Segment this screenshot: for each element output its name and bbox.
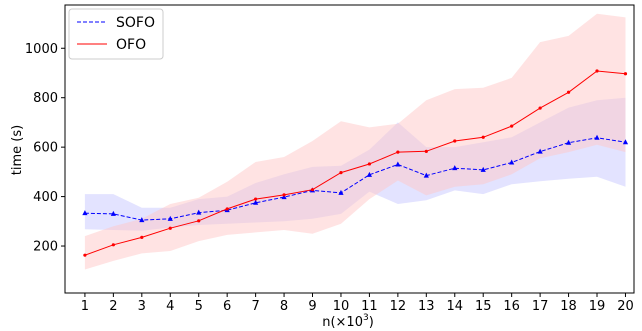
x-tick-label: 2 bbox=[109, 299, 117, 314]
point-ofo bbox=[367, 162, 372, 166]
point-sofo bbox=[622, 139, 629, 145]
point-ofo bbox=[339, 171, 343, 175]
legend-label-sofo: SOFO bbox=[116, 15, 155, 31]
legend: SOFO OFO bbox=[68, 8, 164, 60]
point-sofo bbox=[253, 199, 259, 205]
point-ofo bbox=[538, 106, 542, 110]
x-tick-label: 11 bbox=[361, 299, 378, 314]
point-sofo bbox=[452, 165, 458, 171]
point-sofo bbox=[366, 171, 373, 177]
y-tick-label: 400 bbox=[33, 190, 58, 205]
point-sofo bbox=[196, 209, 202, 215]
point-ofo bbox=[83, 253, 87, 257]
x-axis-ticks: 1 2 3 4 5 6 7 8 9 10 11 12 13 14 15 16 17 18 19 20 bbox=[81, 293, 634, 314]
x-tick-label: 19 bbox=[589, 299, 606, 314]
point-ofo bbox=[197, 219, 201, 223]
confidence-bands bbox=[84, 13, 626, 270]
x-tick-label: 18 bbox=[560, 299, 577, 314]
y-tick-label: 800 bbox=[33, 91, 58, 106]
point-ofo bbox=[168, 226, 172, 230]
point-sofo bbox=[82, 210, 88, 216]
point-ofo bbox=[453, 139, 457, 143]
point-ofo bbox=[566, 90, 571, 94]
legend-label-ofo: OFO bbox=[116, 37, 146, 53]
y-axis-ticks: 200 400 600 800 1000 bbox=[25, 42, 65, 255]
point-ofo bbox=[595, 69, 599, 73]
point-ofo bbox=[225, 207, 229, 211]
point-sofo bbox=[537, 148, 543, 154]
x-tick-label: 10 bbox=[333, 299, 350, 314]
point-ofo bbox=[424, 149, 428, 153]
series-markers bbox=[82, 69, 629, 257]
point-sofo bbox=[338, 189, 344, 195]
x-tick-label: 6 bbox=[223, 299, 231, 314]
line-ofo bbox=[84, 70, 626, 256]
x-tick-label: 20 bbox=[617, 299, 634, 314]
x-tick-label: 5 bbox=[195, 299, 203, 314]
point-sofo bbox=[594, 134, 600, 140]
y-tick-label: 600 bbox=[33, 141, 58, 156]
point-sofo bbox=[395, 161, 401, 167]
x-tick-label: 13 bbox=[418, 299, 435, 314]
y-tick-label: 200 bbox=[33, 240, 58, 255]
point-sofo bbox=[139, 217, 145, 223]
plot-area-frame bbox=[64, 4, 635, 294]
point-sofo bbox=[167, 215, 173, 221]
x-axis-label-close: ) bbox=[369, 315, 374, 330]
x-tick-label: 4 bbox=[166, 299, 174, 314]
x-tick-label: 3 bbox=[138, 299, 146, 314]
point-ofo bbox=[111, 243, 115, 247]
point-sofo bbox=[565, 139, 572, 145]
x-tick-label: 17 bbox=[532, 299, 549, 314]
point-ofo bbox=[310, 188, 315, 192]
x-tick-label: 15 bbox=[475, 299, 492, 314]
x-tick-label: 1 bbox=[81, 299, 89, 314]
point-ofo bbox=[623, 72, 628, 76]
y-tick-label: 1000 bbox=[25, 42, 58, 57]
x-tick-label: 9 bbox=[308, 299, 316, 314]
line-sofo bbox=[84, 137, 626, 221]
point-ofo bbox=[282, 193, 286, 197]
x-axis-label: n(×103) bbox=[322, 313, 374, 330]
point-sofo bbox=[480, 166, 486, 172]
series-lines bbox=[84, 70, 626, 256]
band-ofo bbox=[84, 13, 626, 270]
x-axis-label-base: n(×10 bbox=[322, 315, 363, 330]
point-ofo bbox=[510, 124, 514, 128]
x-tick-label: 14 bbox=[446, 299, 463, 314]
point-ofo bbox=[481, 135, 485, 139]
y-axis-label: time (s) bbox=[10, 125, 25, 175]
point-ofo bbox=[140, 235, 144, 239]
x-axis-label-exponent: 3 bbox=[363, 313, 369, 323]
point-sofo bbox=[281, 194, 287, 200]
point-sofo bbox=[110, 210, 116, 216]
point-sofo bbox=[423, 172, 429, 178]
x-tick-label: 8 bbox=[280, 299, 288, 314]
point-ofo bbox=[396, 150, 400, 154]
x-tick-label: 7 bbox=[251, 299, 259, 314]
x-tick-label: 12 bbox=[390, 299, 407, 314]
point-sofo bbox=[509, 159, 515, 165]
x-tick-label: 16 bbox=[503, 299, 520, 314]
point-ofo bbox=[254, 197, 258, 201]
